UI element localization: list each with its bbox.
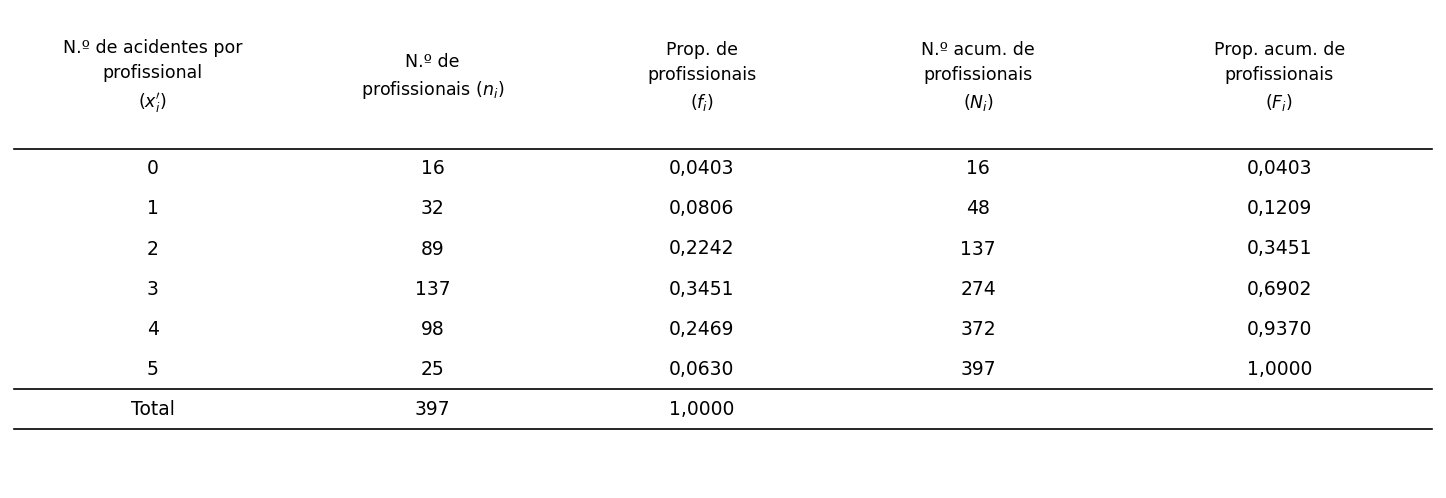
Text: N.º de
profissionais $(n_i)$: N.º de profissionais $(n_i)$	[362, 53, 505, 101]
Text: 16: 16	[966, 159, 991, 178]
Text: Prop. acum. de
profissionais
$(F_i)$: Prop. acum. de profissionais $(F_i)$	[1213, 41, 1345, 113]
Text: 32: 32	[421, 200, 444, 219]
Text: 0,2242: 0,2242	[669, 240, 735, 258]
Text: 0,0630: 0,0630	[669, 360, 735, 378]
Text: 397: 397	[415, 399, 450, 419]
Text: 0,2469: 0,2469	[669, 320, 735, 339]
Text: Total: Total	[130, 399, 175, 419]
Text: 0,3451: 0,3451	[1246, 240, 1312, 258]
Text: 0,6902: 0,6902	[1246, 279, 1312, 298]
Text: Prop. de
profissionais
$(f_i)$: Prop. de profissionais $(f_i)$	[648, 41, 756, 113]
Text: 137: 137	[415, 279, 450, 298]
Text: 0,9370: 0,9370	[1246, 320, 1312, 339]
Text: 397: 397	[960, 360, 996, 378]
Text: 1,0000: 1,0000	[1246, 360, 1312, 378]
Text: 137: 137	[960, 240, 996, 258]
Text: 1,0000: 1,0000	[669, 399, 735, 419]
Text: 5: 5	[146, 360, 159, 378]
Text: 0,0806: 0,0806	[669, 200, 735, 219]
Text: 0,0403: 0,0403	[1246, 159, 1312, 178]
Text: 89: 89	[421, 240, 444, 258]
Text: 0,0403: 0,0403	[669, 159, 735, 178]
Text: 1: 1	[146, 200, 159, 219]
Text: 16: 16	[421, 159, 444, 178]
Text: 2: 2	[146, 240, 159, 258]
Text: 274: 274	[960, 279, 996, 298]
Text: 0: 0	[146, 159, 159, 178]
Text: 372: 372	[960, 320, 996, 339]
Text: N.º acum. de
profissionais
$(N_i)$: N.º acum. de profissionais $(N_i)$	[921, 41, 1035, 113]
Text: 98: 98	[421, 320, 444, 339]
Text: 0,3451: 0,3451	[669, 279, 735, 298]
Text: 0,1209: 0,1209	[1246, 200, 1312, 219]
Text: 25: 25	[421, 360, 444, 378]
Text: 4: 4	[146, 320, 159, 339]
Text: 3: 3	[146, 279, 159, 298]
Text: 48: 48	[966, 200, 991, 219]
Text: N.º de acidentes por
profissional
$(x_i')$: N.º de acidentes por profissional $(x_i'…	[62, 39, 243, 115]
